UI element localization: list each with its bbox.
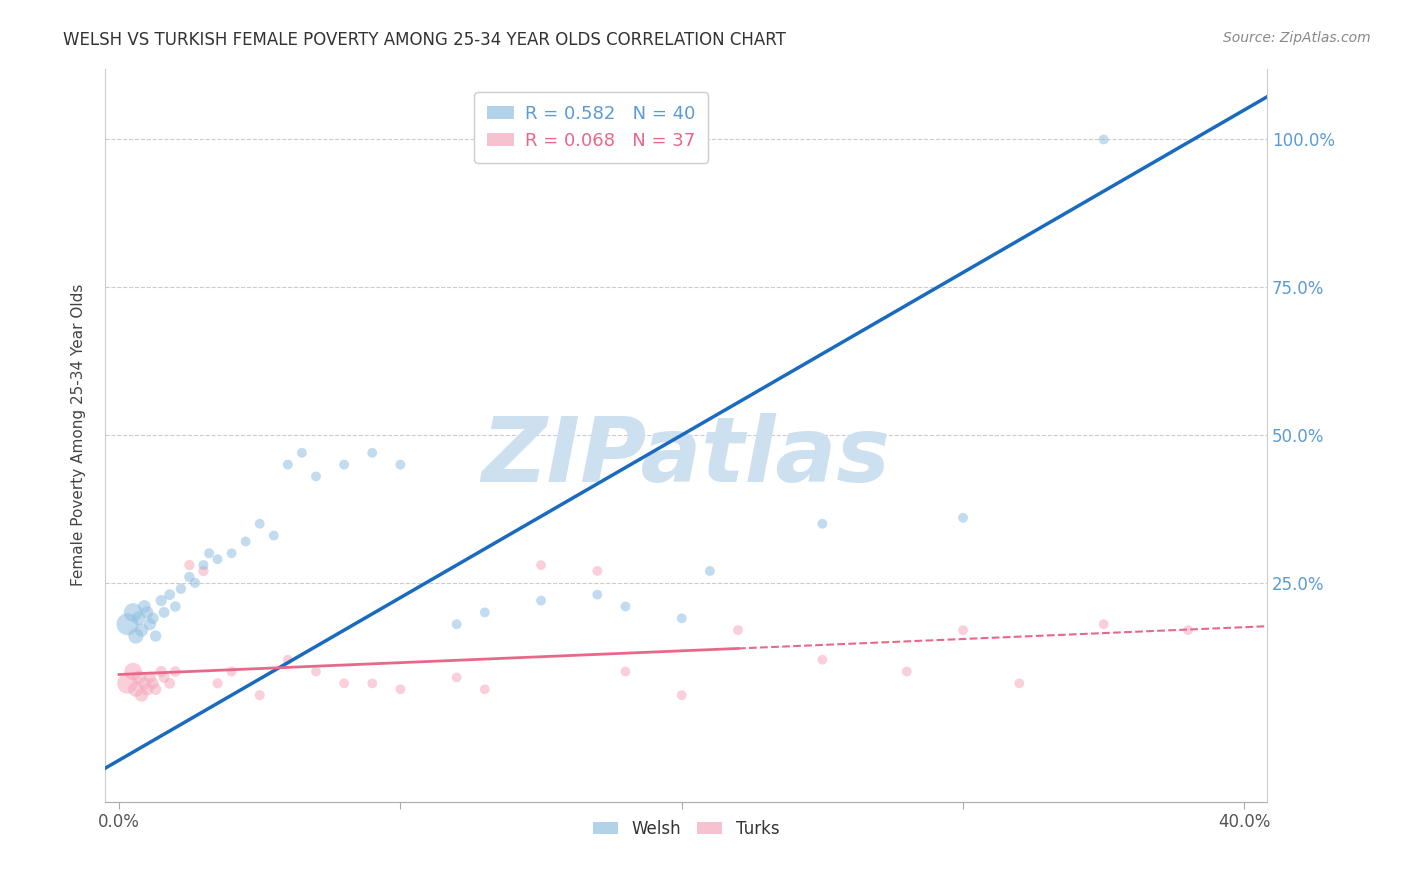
Point <box>136 606 159 620</box>
Point <box>165 665 187 679</box>
Point <box>530 558 553 573</box>
Point <box>896 665 918 679</box>
Point <box>139 670 162 684</box>
Point <box>134 676 156 690</box>
Point <box>131 688 153 702</box>
Point <box>122 606 145 620</box>
Point <box>586 588 609 602</box>
Point <box>117 676 139 690</box>
Point <box>235 534 257 549</box>
Point <box>193 564 215 578</box>
Point <box>131 623 153 637</box>
Point <box>193 558 215 573</box>
Point <box>446 670 468 684</box>
Point <box>142 676 165 690</box>
Point <box>811 516 834 531</box>
Text: WELSH VS TURKISH FEMALE POVERTY AMONG 25-34 YEAR OLDS CORRELATION CHART: WELSH VS TURKISH FEMALE POVERTY AMONG 25… <box>63 31 786 49</box>
Text: Source: ZipAtlas.com: Source: ZipAtlas.com <box>1223 31 1371 45</box>
Point <box>446 617 468 632</box>
Point <box>207 552 229 566</box>
Point <box>165 599 187 614</box>
Point <box>207 676 229 690</box>
Point <box>671 688 693 702</box>
Point <box>333 676 356 690</box>
Point <box>586 564 609 578</box>
Y-axis label: Female Poverty Among 25-34 Year Olds: Female Poverty Among 25-34 Year Olds <box>72 284 86 586</box>
Point <box>263 528 285 542</box>
Point <box>614 599 637 614</box>
Point <box>277 653 299 667</box>
Point <box>128 670 150 684</box>
Point <box>136 682 159 697</box>
Legend: Welsh, Turks: Welsh, Turks <box>586 814 786 845</box>
Point <box>221 665 243 679</box>
Point <box>727 623 749 637</box>
Point <box>134 599 156 614</box>
Point <box>150 593 173 607</box>
Point <box>389 682 412 697</box>
Point <box>1092 617 1115 632</box>
Point <box>305 665 328 679</box>
Point <box>128 611 150 625</box>
Point <box>184 575 207 590</box>
Point <box>699 564 721 578</box>
Point <box>153 670 176 684</box>
Text: ZIPatlas: ZIPatlas <box>481 413 890 501</box>
Point <box>117 617 139 632</box>
Point <box>249 688 271 702</box>
Point <box>150 665 173 679</box>
Point <box>198 546 221 560</box>
Point <box>530 593 553 607</box>
Point <box>159 588 181 602</box>
Point <box>1177 623 1199 637</box>
Point <box>333 458 356 472</box>
Point <box>952 623 974 637</box>
Point <box>125 682 148 697</box>
Point <box>361 676 384 690</box>
Point <box>159 676 181 690</box>
Point <box>1092 132 1115 146</box>
Point <box>122 665 145 679</box>
Point <box>153 606 176 620</box>
Point <box>139 617 162 632</box>
Point <box>389 458 412 472</box>
Point <box>142 611 165 625</box>
Point <box>474 606 496 620</box>
Point <box>179 558 201 573</box>
Point <box>474 682 496 697</box>
Point <box>145 682 167 697</box>
Point <box>291 446 314 460</box>
Point <box>179 570 201 584</box>
Point <box>170 582 193 596</box>
Point <box>671 611 693 625</box>
Point <box>305 469 328 483</box>
Point <box>145 629 167 643</box>
Point <box>221 546 243 560</box>
Point <box>1008 676 1031 690</box>
Point <box>249 516 271 531</box>
Point <box>277 458 299 472</box>
Point <box>952 511 974 525</box>
Point <box>125 629 148 643</box>
Point <box>811 653 834 667</box>
Point <box>614 665 637 679</box>
Point <box>361 446 384 460</box>
